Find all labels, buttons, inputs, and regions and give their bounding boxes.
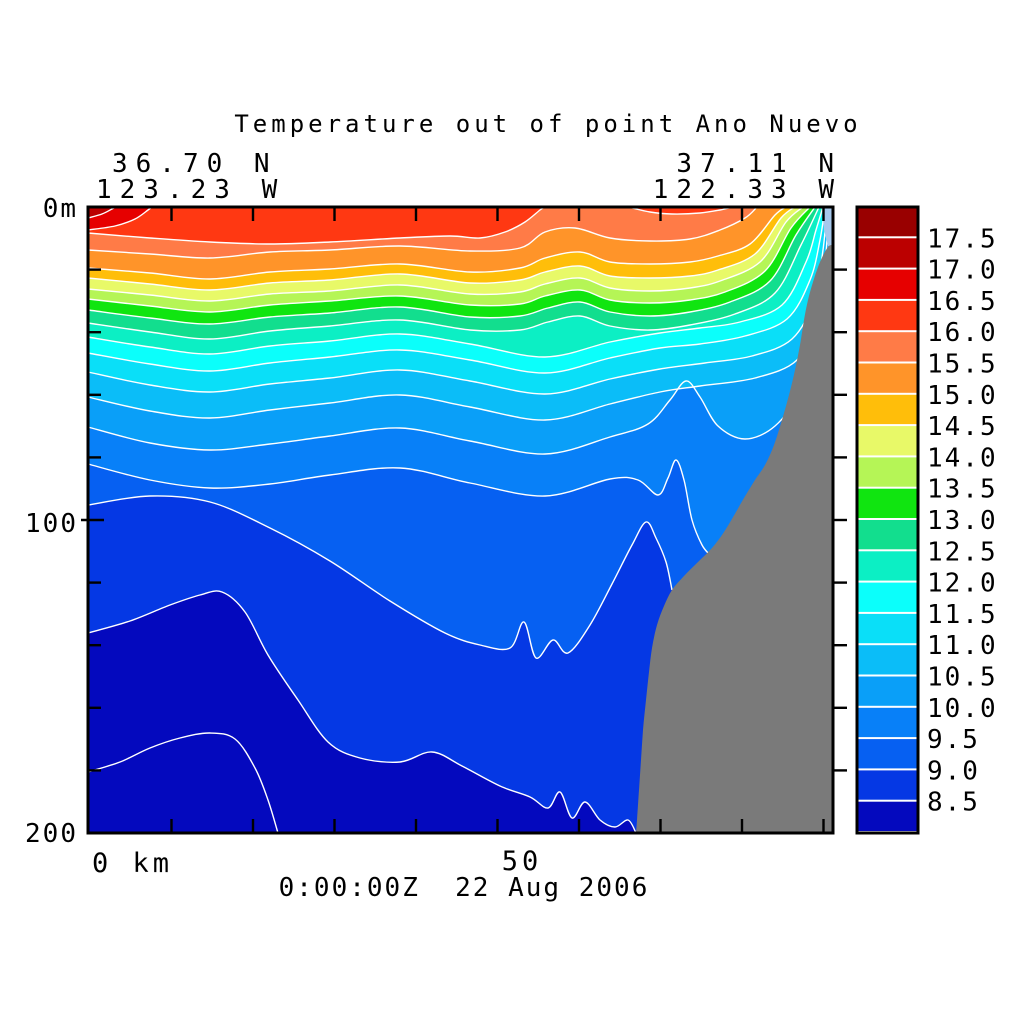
plot-title: Temperature out of point Ano Nuevo	[234, 110, 861, 138]
isotherm-line-16.5	[87, 206, 546, 245]
colorbar-label-10.5: 10.5	[927, 663, 998, 693]
axis-ticks	[81, 207, 847, 833]
colorbar-cell-8	[857, 457, 918, 487]
colorbar-cell-19	[857, 801, 918, 831]
colorbar-cell-11	[857, 551, 918, 581]
colorbar-label-16.5: 16.5	[927, 287, 998, 317]
colorbar-label-9.5: 9.5	[927, 725, 980, 755]
colorbar	[857, 207, 918, 833]
colorbar-cell-5	[857, 363, 918, 393]
plot-frame	[86, 205, 835, 835]
colorbar-label-11.5: 11.5	[927, 600, 998, 630]
colorbar-labels: 17.517.016.516.015.515.014.514.013.513.0…	[927, 224, 998, 818]
distance-50km-label: 50	[502, 846, 543, 877]
isotherm-line-8.5	[87, 732, 279, 834]
isotherm-line-11.5	[87, 206, 828, 395]
datetime-label: 0:00:00Z 22 Aug 2006	[279, 873, 650, 903]
warm-patch-16.5-0	[88, 207, 545, 244]
isotherm-line-9.5	[87, 495, 673, 659]
isotherm-line-15	[87, 206, 796, 291]
colorbar-cell-6	[857, 394, 918, 425]
contour-lines	[87, 206, 830, 834]
isotherm-line-10	[87, 459, 711, 556]
colorbar-label-15.5: 15.5	[927, 350, 998, 380]
start-latitude-label: 36.70 N	[112, 149, 278, 179]
isotherm-line-14.5	[87, 206, 804, 302]
colorbar-cell-3	[857, 300, 918, 331]
colorbar-cell-10	[857, 520, 918, 550]
colorbar-frame	[855, 205, 920, 835]
end-longitude-label: 122.33 W	[653, 175, 842, 205]
colorbar-label-9.0: 9.0	[927, 756, 980, 786]
distance-origin-label: 0 km	[92, 848, 173, 879]
colorbar-cell-9	[857, 488, 918, 518]
colorbar-label-14.5: 14.5	[927, 412, 998, 442]
colorbar-label-14.0: 14.0	[927, 443, 998, 473]
colorbar-label-10.0: 10.0	[927, 694, 998, 724]
colorbar-cell-14	[857, 645, 918, 675]
colorbar-cell-15	[857, 676, 918, 706]
isotherm-line-15.5	[87, 206, 787, 280]
colorbar-cell-2	[857, 269, 918, 299]
colorbar-label-8.5: 8.5	[927, 788, 980, 818]
colorbar-label-16.0: 16.0	[927, 318, 998, 348]
colorbar-label-12.5: 12.5	[927, 537, 998, 567]
seafloor-bathymetry	[636, 245, 833, 833]
start-longitude-label: 123.23 W	[96, 175, 285, 205]
colorbar-cell-0	[857, 207, 918, 237]
colorbar-cell-7	[857, 426, 918, 456]
isotherm-line-16.5	[627, 206, 734, 215]
coastal-upwelling-sliver	[822, 207, 833, 250]
colorbar-label-17.0: 17.0	[927, 256, 998, 286]
colorbar-cell-16	[857, 707, 918, 738]
isotherm-line-14	[87, 206, 811, 313]
coast-and-seafloor	[636, 207, 833, 833]
isotherm-line-13.5	[87, 206, 816, 325]
isotherm-line-12	[87, 206, 826, 374]
colorbar-label-11.0: 11.0	[927, 631, 998, 661]
depth-label-0m: 0m	[43, 194, 78, 224]
isotherm-line-10.5	[87, 299, 821, 455]
depth-label-200: 200	[25, 819, 78, 849]
colorbar-label-12.0: 12.0	[927, 569, 998, 599]
depth-label-100: 100	[25, 509, 78, 539]
isotherm-line-17	[87, 206, 153, 231]
end-latitude-label: 37.11 N	[676, 149, 842, 179]
isotherm-line-13	[87, 206, 820, 340]
warm-patch-17.5-3	[88, 207, 116, 218]
colorbar-cell-1	[857, 238, 918, 268]
isotherm-line-16	[87, 206, 758, 259]
colorbar-label-13.5: 13.5	[927, 475, 998, 505]
colorbar-cell-13	[857, 613, 918, 644]
isotherm-line-9	[87, 590, 637, 834]
colorbar-cell-17	[857, 739, 918, 769]
contour-bands	[88, 207, 833, 833]
colorbar-cell-12	[857, 582, 918, 612]
isotherm-line-12.5	[87, 206, 824, 358]
colorbar-cell-4	[857, 332, 918, 362]
colorbar-label-13.0: 13.0	[927, 506, 998, 536]
colorbar-cell-18	[857, 770, 918, 800]
colorbar-label-17.5: 17.5	[927, 224, 998, 254]
colorbar-label-15.0: 15.0	[927, 381, 998, 411]
